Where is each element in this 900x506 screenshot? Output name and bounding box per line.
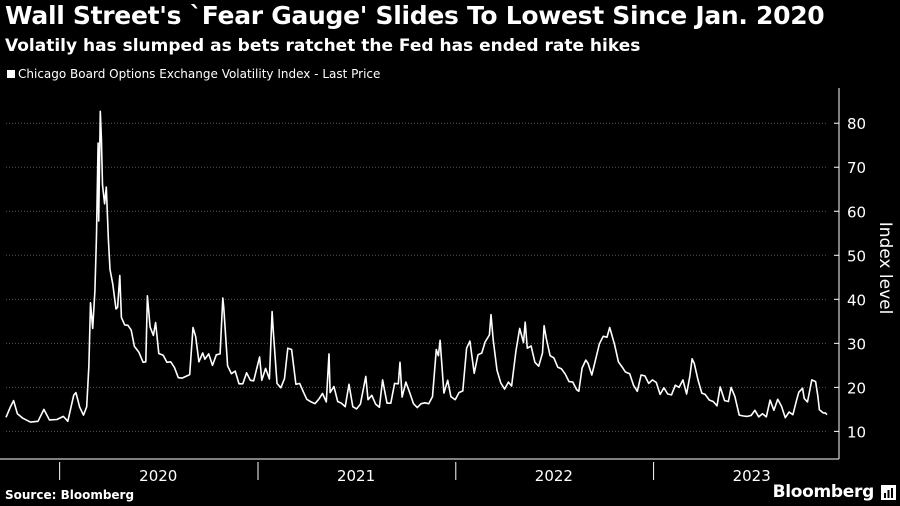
source-note: Source: Bloomberg [5,488,135,502]
y-tick-label: 80 [847,115,866,133]
legend-label: Chicago Board Options Exchange Volatilit… [18,67,381,81]
y-tick-label: 10 [847,423,866,441]
chart-title: Wall Street's `Fear Gauge' Slides To Low… [5,1,825,30]
chart-subtitle: Volatily has slumped as bets ratchet the… [5,36,641,56]
x-tick-label: 2022 [535,467,573,485]
x-tick-label: 2023 [733,467,771,485]
y-tick-label: 50 [847,247,866,265]
bar-chart-icon [881,485,896,500]
y-axis-label: Index level [875,222,895,315]
y-tick-label: 20 [847,379,866,397]
series-lines [5,110,828,423]
grid-lines [6,122,827,432]
y-tick-label: 30 [847,335,866,353]
y-tick-label: 60 [847,203,866,221]
x-tick-label: 2021 [337,467,375,485]
legend-swatch [7,70,15,78]
chart-legend: Chicago Board Options Exchange Volatilit… [7,67,380,81]
axes [0,88,840,480]
series-line-vix [5,110,828,423]
y-tick-label: 40 [847,291,866,309]
brand-label: Bloomberg [772,482,875,502]
x-tick-label: 2020 [139,467,177,485]
tick-labels: 10 20 30 40 50 60 70 80 2020 2021 2022 2023 [139,115,866,485]
y-tick-label: 70 [847,159,866,177]
